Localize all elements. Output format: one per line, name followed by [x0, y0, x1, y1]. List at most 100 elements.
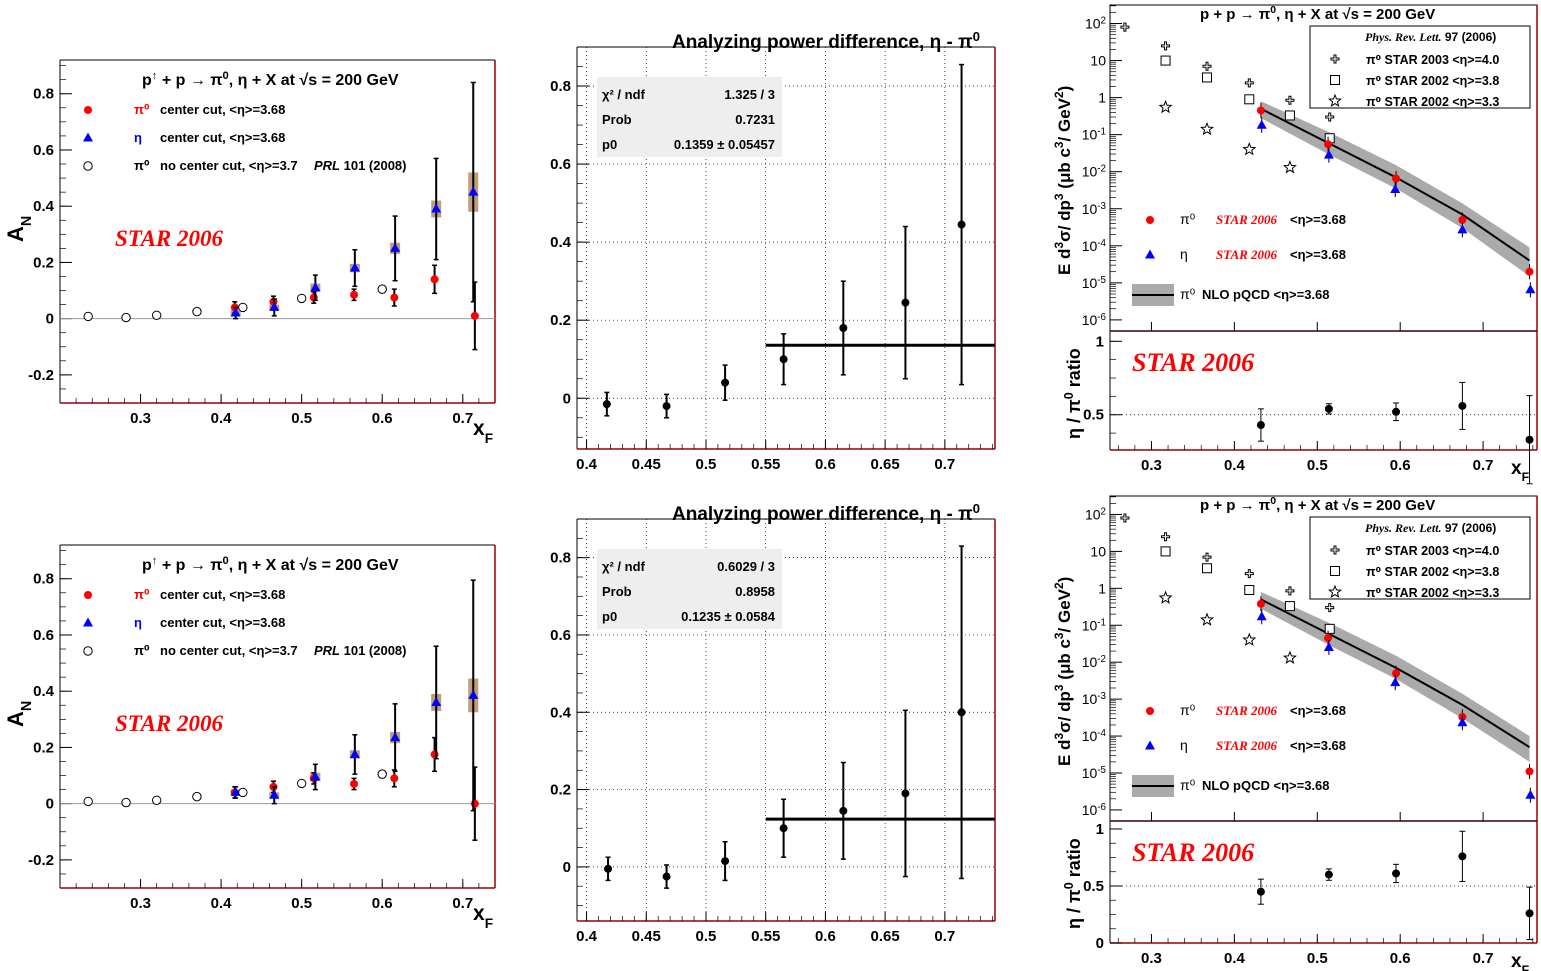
- y-tick-label: 10-4: [1082, 237, 1107, 254]
- y-axis-title: E d3σ/ dp3 (μb c3/ GeV2): [1052, 86, 1074, 275]
- x-tick-label: 0.3: [1141, 950, 1162, 967]
- y-axis-title: η / π0 ratio: [1062, 348, 1084, 439]
- legend-marker: [1330, 566, 1340, 576]
- data-point: [957, 220, 966, 229]
- data-point: [269, 789, 280, 799]
- stats-p0-label: p0: [602, 609, 617, 624]
- data-point: [1525, 909, 1534, 918]
- y-tick-label: 10-1: [1082, 126, 1106, 143]
- legend-symbol: π⁰: [134, 587, 150, 602]
- data-point: [1324, 634, 1333, 643]
- legend-marker: [1145, 249, 1155, 259]
- data-point: [390, 732, 401, 742]
- y-tick-label: 0.2: [33, 739, 54, 756]
- y-tick-label: 0: [563, 390, 571, 407]
- x-tick-label: 0.55: [751, 928, 780, 945]
- stats-chi2-label: χ² / ndf: [602, 87, 646, 102]
- x-axis-title: xF: [473, 902, 493, 931]
- x-tick-label: 0.55: [751, 456, 780, 473]
- data-point: [1160, 546, 1171, 557]
- y-tick-label: 10: [1090, 543, 1106, 559]
- y-tick-label: 0.4: [33, 683, 55, 700]
- data-point: [1324, 623, 1335, 634]
- data-point: [1256, 106, 1265, 115]
- x-tick-label: 0.3: [130, 895, 151, 912]
- legend-symbol: η: [134, 615, 142, 630]
- legend-symbol: π⁰: [1180, 211, 1196, 227]
- data-point: [1282, 650, 1297, 664]
- legend-marker: [1146, 707, 1154, 715]
- data-point: [350, 779, 359, 788]
- data-point: [1324, 404, 1333, 413]
- legend-marker: [84, 106, 92, 114]
- x-tick-label: 0.45: [632, 456, 661, 473]
- data-point: [192, 306, 202, 317]
- x-tick-label: 0.7: [1473, 950, 1494, 967]
- star-2006-label: STAR 2006: [1132, 838, 1254, 867]
- y-tick-label: 10-2: [1082, 163, 1106, 180]
- data-point: [468, 186, 479, 196]
- y-tick-label: 0.8: [33, 571, 54, 588]
- legend-marker: [83, 161, 93, 171]
- reference-citation: Phys. Rev. Lett. 97 (2006): [1365, 521, 1496, 535]
- legend-star-label: STAR 2006: [1216, 212, 1278, 227]
- data-point: [296, 778, 307, 789]
- y-tick-label: 0.4: [550, 704, 572, 721]
- legend-marker: [1327, 93, 1343, 107]
- data-point: [1244, 94, 1255, 105]
- stats-box: [597, 77, 782, 157]
- legend-label: π⁰ STAR 2002 <η>=3.8: [1366, 74, 1499, 88]
- x-tick-label: 0.5: [696, 456, 717, 473]
- data-point: [1457, 717, 1468, 727]
- y-tick-label: 1: [1096, 333, 1104, 350]
- legend-marker: [1327, 584, 1343, 598]
- data-point: [121, 797, 131, 808]
- y-tick-label: 1: [1098, 90, 1106, 106]
- y-tick-label: 10: [1090, 53, 1106, 69]
- data-point: [350, 290, 359, 299]
- cross-section-panel: 10-6 10-5 10-4 10-3 10-2 10-1 1 10 102 p + p → π0…: [1052, 4, 1538, 332]
- legend-label: <η>=3.68: [1290, 738, 1346, 753]
- legend-label: π⁰ STAR 2002 <η>=3.3: [1366, 586, 1499, 600]
- y-tick-label: 10-3: [1082, 691, 1107, 708]
- data-point: [1390, 677, 1401, 687]
- x-tick-label: 0.6: [372, 895, 393, 912]
- data-point: [1256, 421, 1265, 430]
- legend-label: π⁰ STAR 2003 <η>=4.0: [1366, 53, 1499, 67]
- data-point: [1202, 563, 1213, 574]
- data-point: [1158, 590, 1173, 604]
- y-axis-title: E d3σ/ dp3 (μb c3/ GeV2): [1052, 577, 1074, 766]
- data-point: [390, 242, 401, 252]
- data-point: [151, 310, 162, 320]
- x-axis-title: xF: [1511, 951, 1530, 971]
- chart-title: p↑ + p → π0, η + X at √s = 200 GeV: [142, 70, 399, 89]
- stats-p0-label: p0: [602, 137, 617, 152]
- y-tick-label: 0.2: [550, 782, 571, 799]
- y-tick-label: 0.4: [33, 198, 55, 215]
- legend-label: no center cut, <η>=3.7: [160, 158, 298, 173]
- data-point: [1199, 121, 1215, 136]
- data-point: [1244, 585, 1255, 596]
- legend-reference: PRL 101 (2008): [314, 158, 407, 173]
- legend-label: center cut, <η>=3.68: [160, 102, 285, 117]
- x-tick-label: 0.6: [1390, 950, 1411, 967]
- x-tick-label: 0.7: [934, 928, 955, 945]
- x-tick-label: 0.5: [696, 928, 717, 945]
- y-tick-label: 1: [1096, 821, 1104, 838]
- legend-symbol: π⁰: [1180, 702, 1196, 718]
- y-tick-label: 1: [1098, 580, 1106, 596]
- star-2006-label: STAR 2006: [115, 711, 224, 736]
- data-point: [602, 400, 611, 409]
- data-point: [1202, 72, 1213, 83]
- y-tick-label: -0.2: [28, 852, 54, 869]
- data-point: [470, 311, 479, 320]
- y-tick-label: 10-4: [1082, 728, 1107, 745]
- y-axis-title: AN: [3, 701, 35, 727]
- x-tick-label: 0.4: [211, 895, 233, 912]
- y-tick-label: 0: [563, 859, 571, 876]
- y-tick-label: 0.6: [33, 142, 54, 159]
- an-panel: 0.3 0.4 0.5 0.6 0.7 -0.2 0 0.2 0.4 0.6 0.8 p↑ + p →…: [3, 59, 496, 446]
- data-point: [957, 708, 966, 717]
- legend-star-label: STAR 2006: [1216, 247, 1278, 262]
- legend-label: NLO pQCD <η>=3.68: [1202, 287, 1330, 302]
